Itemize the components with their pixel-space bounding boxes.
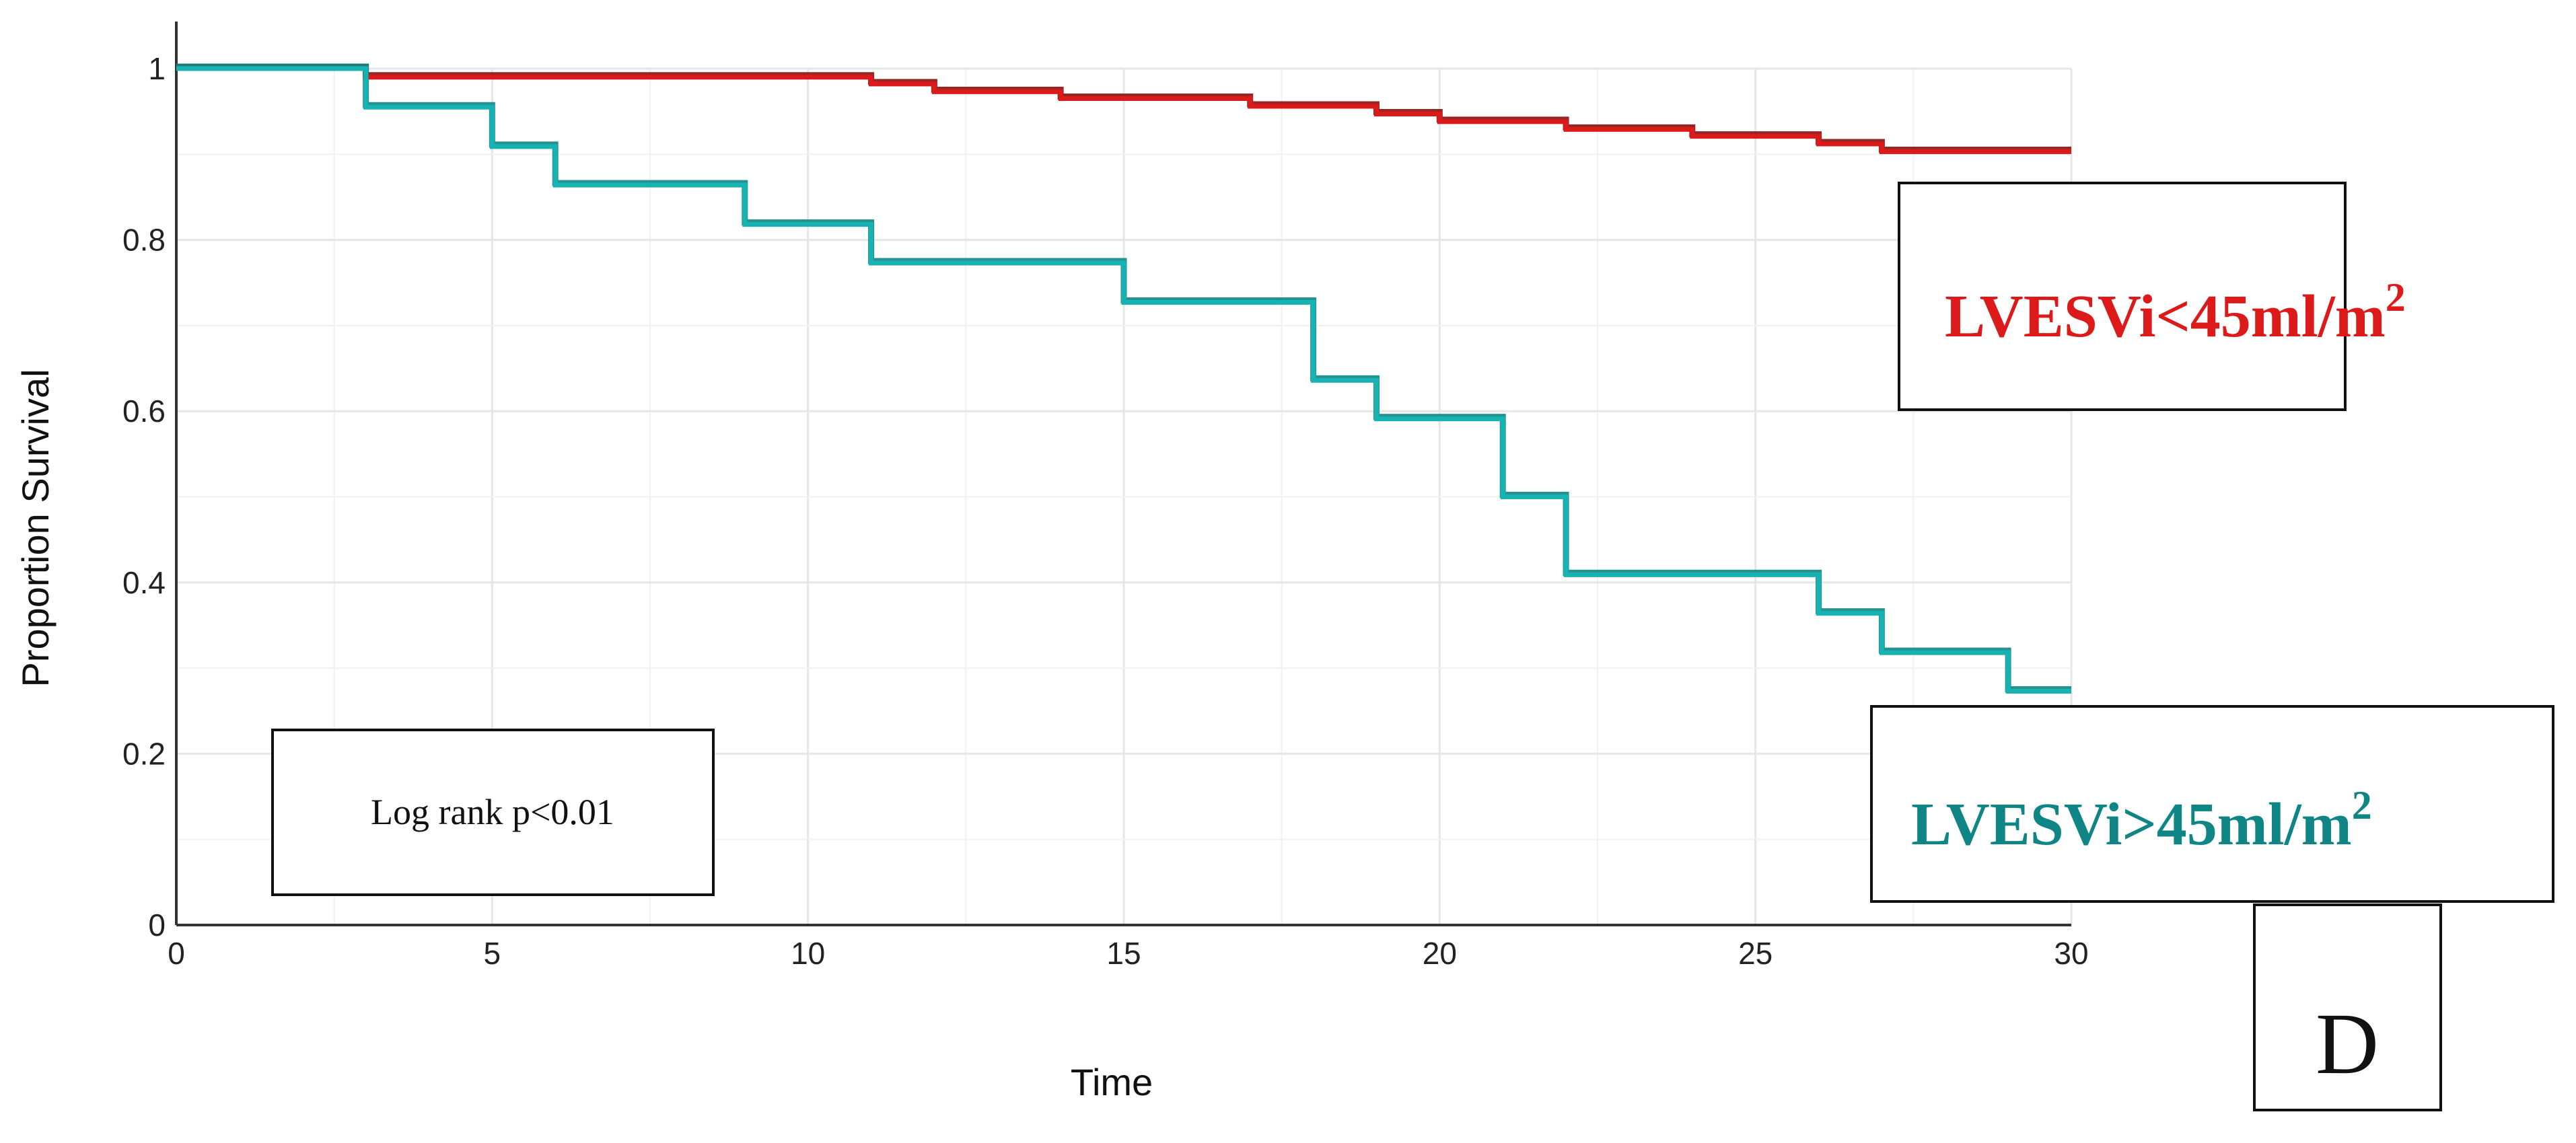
x-tick-label: 25 bbox=[1738, 936, 1773, 971]
x-tick-labels: 0 5 10 15 20 25 30 bbox=[168, 936, 2088, 971]
log-rank-text: Log rank p<0.01 bbox=[371, 792, 614, 832]
x-tick-label: 0 bbox=[168, 936, 185, 971]
legend-label-series-1: LVESVi>45ml/m2 bbox=[1911, 783, 2372, 858]
legend-sup-series-1: 2 bbox=[2352, 783, 2372, 827]
x-tick-label: 15 bbox=[1106, 936, 1141, 971]
legend-box-series-1 bbox=[1870, 705, 2554, 903]
x-tick-label: 5 bbox=[484, 936, 501, 971]
y-tick-label: 0.4 bbox=[122, 565, 166, 600]
x-tick-label: 20 bbox=[1423, 936, 1457, 971]
panel-label: D bbox=[2253, 904, 2442, 1111]
x-tick-label: 10 bbox=[791, 936, 825, 971]
series-1-line bbox=[176, 66, 2071, 694]
legend-sup-series-0: 2 bbox=[2386, 275, 2406, 320]
y-tick-label: 0.6 bbox=[122, 394, 166, 429]
log-rank-annotation: Log rank p<0.01 bbox=[271, 729, 715, 896]
y-tick-label: 0.2 bbox=[122, 736, 166, 771]
legend-main-series-1: LVESVi>45ml/m bbox=[1911, 791, 2352, 858]
legend-label-series-0: LVESVi<45ml/m2 bbox=[1945, 275, 2406, 350]
x-tick-label: 30 bbox=[2054, 936, 2088, 971]
y-tick-label: 0 bbox=[148, 908, 166, 943]
x-axis-title: Time bbox=[1071, 1061, 1153, 1103]
series-lines bbox=[176, 63, 2071, 694]
panel-label-text: D bbox=[2316, 996, 2379, 1093]
legend-series-0: LVESVi<45ml/m2 bbox=[1898, 182, 2406, 411]
y-axis-title: Proportion Survival bbox=[14, 369, 57, 687]
y-tick-label: 0.8 bbox=[122, 223, 166, 258]
legend-box-series-0 bbox=[1898, 182, 2347, 411]
y-tick-labels: 0 0.2 0.4 0.6 0.8 1 bbox=[122, 51, 166, 943]
axes bbox=[175, 22, 2071, 926]
series-0-line bbox=[176, 66, 2071, 154]
y-tick-label: 1 bbox=[148, 51, 166, 86]
legend-series-1: LVESVi>45ml/m2 bbox=[1870, 705, 2554, 903]
log-rank-box bbox=[271, 729, 715, 896]
legend-main-series-0: LVESVi<45ml/m bbox=[1945, 283, 2386, 350]
panel-label-box bbox=[2253, 904, 2442, 1111]
